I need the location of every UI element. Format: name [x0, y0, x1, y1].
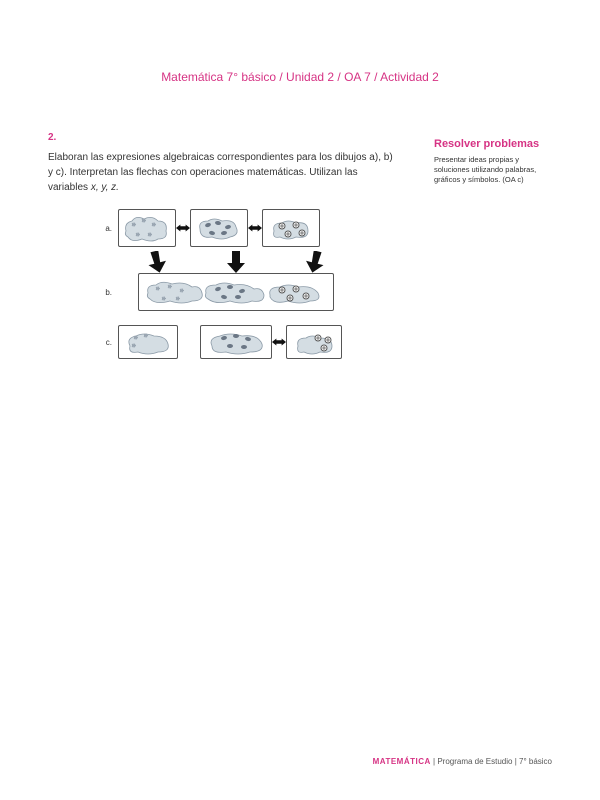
- box-b: [138, 273, 334, 311]
- box-a3: [262, 209, 320, 247]
- sidebar-body: Presentar ideas propias y soluciones uti…: [434, 155, 552, 184]
- sidebar-heading: Resolver problemas: [434, 138, 552, 151]
- row-label-a: a.: [98, 224, 112, 233]
- double-arrow-icon: [176, 223, 190, 233]
- diagram: a.: [98, 209, 368, 359]
- diagram-row-b: b.: [98, 273, 368, 311]
- footer-program: Programa de Estudio: [437, 757, 512, 766]
- footer-brand: MATEMÁTICA: [373, 757, 431, 766]
- down-arrow-icon: [148, 251, 166, 273]
- footer-grade: | 7° básico: [512, 757, 552, 766]
- box-c2: [200, 325, 272, 359]
- question-number: 2.: [48, 132, 62, 143]
- question-vars: x, y, z.: [91, 182, 119, 193]
- double-arrow-icon: [248, 223, 262, 233]
- box-c3: [286, 325, 342, 359]
- row-label-c: c.: [98, 338, 112, 347]
- question-text: Elaboran las expresiones algebraicas cor…: [48, 150, 398, 195]
- diagram-row-c: c.: [98, 325, 368, 359]
- down-arrow-icon: [306, 251, 324, 273]
- main-column: 2. Elaboran las expresiones algebraicas …: [48, 132, 416, 363]
- box-a2: [190, 209, 248, 247]
- double-arrow-icon: [272, 337, 286, 347]
- footer: MATEMÁTICA | Programa de Estudio | 7° bá…: [373, 757, 552, 766]
- page-title: Matemática 7° básico / Unidad 2 / OA 7 /…: [48, 70, 552, 84]
- diagram-row-a: a.: [98, 209, 368, 247]
- row-label-b: b.: [98, 288, 112, 297]
- box-c1: [118, 325, 178, 359]
- sidebar: Resolver problemas Presentar ideas propi…: [434, 132, 552, 363]
- down-arrow-icon: [227, 251, 245, 273]
- question-block: 2. Elaboran las expresiones algebraicas …: [48, 132, 416, 195]
- box-a1: [118, 209, 176, 247]
- down-arrows: [118, 251, 354, 273]
